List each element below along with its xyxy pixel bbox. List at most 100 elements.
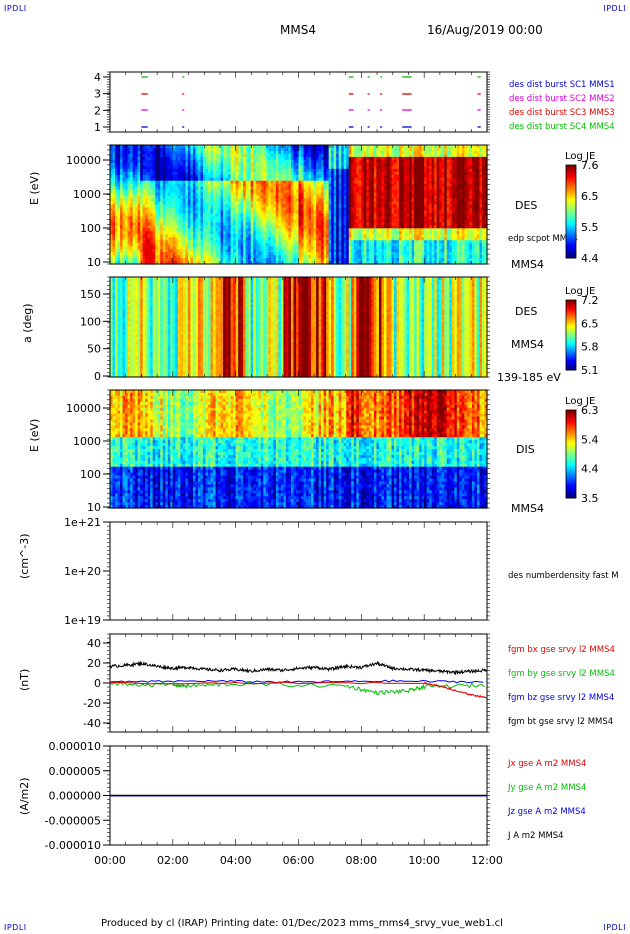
- heatmap-cell: [391, 192, 395, 197]
- heatmap-cell: [132, 258, 136, 262]
- heatmap-cell: [202, 204, 207, 209]
- heatmap-cell: [396, 165, 400, 170]
- heatmap-cell: [386, 216, 390, 220]
- heatmap-cell: [210, 162, 214, 167]
- heatmap-cell: [233, 231, 237, 235]
- heatmap-cell: [328, 165, 332, 170]
- heatmap-cell: [268, 243, 272, 247]
- heatmap-cell: [160, 189, 164, 194]
- heatmap-cell: [318, 255, 322, 259]
- heatmap-cell: [381, 240, 385, 244]
- heatmap-cell: [182, 162, 186, 167]
- heatmap-cell: [366, 219, 370, 223]
- heatmap-cell: [333, 186, 337, 191]
- heatmap-cell: [268, 255, 272, 259]
- heatmap-cell: [175, 162, 179, 167]
- heatmap-cell: [130, 231, 134, 235]
- heatmap-cell: [132, 195, 136, 200]
- heatmap-cell: [270, 204, 274, 209]
- heatmap-cell: [240, 255, 244, 259]
- heatmap-cell: [331, 234, 335, 238]
- heatmap-cell: [306, 168, 310, 173]
- heatmap-cell: [192, 225, 197, 229]
- heatmap-cell: [218, 186, 222, 191]
- heatmap-cell: [245, 186, 249, 191]
- heatmap-cell: [170, 156, 174, 161]
- heatmap-cell: [172, 177, 176, 182]
- heatmap-cell: [215, 153, 219, 158]
- heatmap-cell: [376, 261, 380, 265]
- heatmap-cell: [175, 195, 179, 200]
- heatmap-cell: [255, 228, 259, 232]
- heatmap-cell: [225, 228, 229, 232]
- heatmap-cell: [394, 246, 398, 250]
- heatmap-cell: [192, 153, 197, 158]
- heatmap-cell: [318, 183, 322, 188]
- heatmap-cell: [172, 222, 176, 226]
- heatmap-cell: [386, 243, 390, 247]
- heatmap-cell: [220, 198, 224, 203]
- heatmap-cell: [142, 153, 146, 158]
- heatmap-cell: [378, 213, 383, 218]
- heatmap-cell: [172, 150, 176, 155]
- heatmap-cell: [270, 177, 274, 182]
- heatmap-cell: [293, 207, 297, 212]
- heatmap-cell: [328, 174, 332, 179]
- heatmap-cell: [228, 240, 232, 244]
- heatmap-cell: [197, 198, 202, 203]
- heatmap-cell: [361, 180, 365, 185]
- heatmap-cell: [233, 171, 237, 176]
- heatmap-cell: [215, 204, 219, 209]
- heatmap-cell: [311, 204, 315, 209]
- heatmap-cell: [228, 165, 232, 170]
- heatmap-cell: [160, 252, 164, 256]
- heatmap-cell: [331, 240, 335, 244]
- heatmap-cell: [293, 174, 297, 179]
- heatmap-cell: [381, 180, 385, 185]
- heatmap-cell: [112, 195, 116, 200]
- heatmap-cell: [157, 261, 161, 265]
- heatmap-cell: [306, 216, 310, 220]
- heatmap-cell: [260, 240, 264, 244]
- heatmap-cell: [280, 228, 285, 232]
- heatmap-cell: [125, 183, 129, 188]
- heatmap-cell: [117, 237, 121, 241]
- heatmap-cell: [341, 204, 345, 209]
- heatmap-cell: [280, 150, 285, 155]
- heatmap-cell: [381, 207, 385, 212]
- heatmap-cell: [275, 171, 279, 176]
- heatmap-cell: [187, 162, 192, 167]
- heatmap-cell: [376, 231, 380, 235]
- heatmap-cell: [187, 168, 192, 173]
- heatmap-cell: [120, 222, 124, 226]
- heatmap-cell: [152, 237, 156, 241]
- heatmap-cell: [333, 147, 337, 152]
- heatmap-cell: [265, 195, 269, 200]
- heatmap-cell: [255, 198, 259, 203]
- heatmap-cell: [285, 183, 290, 188]
- heatmap-cell: [220, 252, 224, 256]
- heatmap-cell: [404, 195, 408, 200]
- heatmap-cell: [331, 243, 335, 247]
- heatmap-cell: [371, 201, 375, 206]
- heatmap-cell: [185, 216, 189, 220]
- heatmap-cell: [293, 231, 297, 235]
- heatmap-cell: [283, 249, 287, 253]
- heatmap-cell: [140, 159, 144, 164]
- heatmap-cell: [306, 252, 310, 256]
- heatmap-cell: [192, 147, 197, 152]
- heatmap-cell: [200, 189, 204, 194]
- heatmap-cell: [388, 225, 393, 229]
- heatmap-cell: [253, 150, 257, 155]
- heatmap-cell: [140, 180, 144, 185]
- heatmap-cell: [220, 183, 224, 188]
- heatmap-cell: [275, 186, 279, 191]
- heatmap-cell: [248, 240, 252, 244]
- heatmap-cell: [331, 252, 335, 256]
- heatmap-cell: [343, 219, 347, 223]
- heatmap-cell: [225, 153, 229, 158]
- heatmap-cell: [258, 225, 262, 229]
- heatmap-cell: [195, 180, 199, 185]
- heatmap-cell: [162, 213, 166, 218]
- heatmap-cell: [404, 258, 408, 262]
